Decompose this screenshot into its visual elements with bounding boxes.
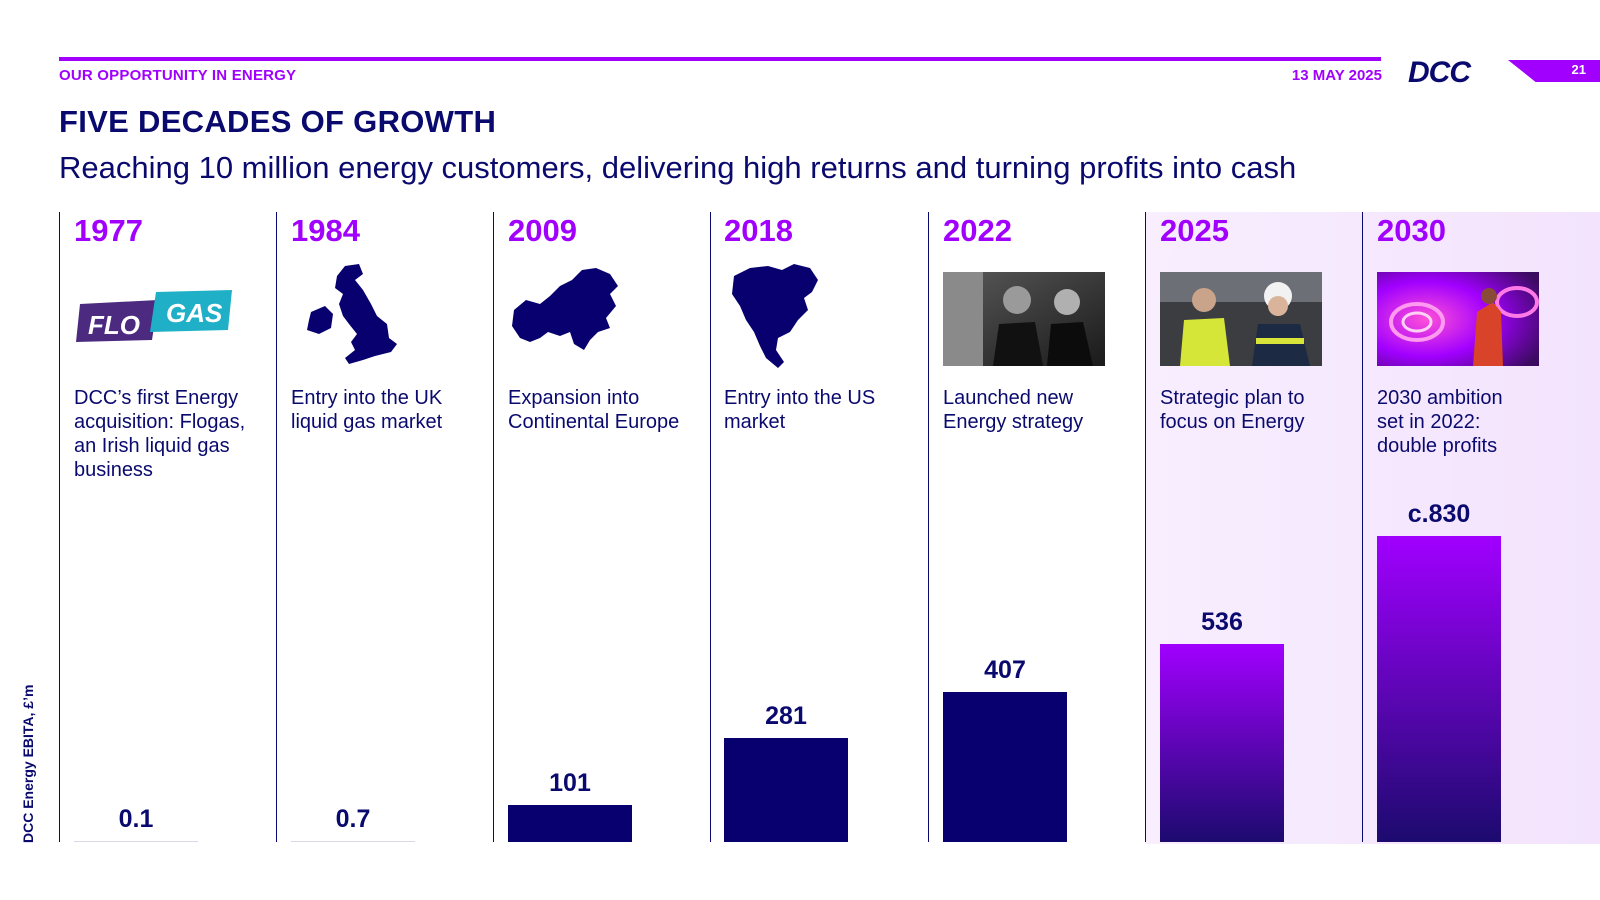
flogas-logo: FLO GAS bbox=[76, 290, 232, 342]
flogas-logo-flo: FLO bbox=[88, 310, 140, 340]
column-divider bbox=[59, 212, 60, 842]
description-2025: Strategic plan to focus on Energy bbox=[1160, 387, 1305, 433]
bar-1984 bbox=[291, 841, 415, 842]
bar-2025 bbox=[1160, 644, 1284, 842]
bar-value-label-2018: 281 bbox=[765, 702, 807, 731]
flogas-logo-gas: GAS bbox=[166, 298, 223, 328]
year-2030: 2030 bbox=[1377, 213, 1446, 248]
year-1984: 1984 bbox=[291, 213, 360, 248]
year-2025: 2025 bbox=[1160, 213, 1229, 248]
y-axis-label: DCC Energy EBITA, £’m bbox=[20, 684, 36, 843]
description-1977: DCC’s first Energy acquisition: Flogas, … bbox=[74, 387, 246, 481]
uk-map-icon bbox=[307, 264, 397, 364]
page-number-tab: 21 bbox=[1508, 60, 1600, 82]
dcc-logo: DCC bbox=[1408, 56, 1471, 89]
description-2018: Entry into the US market bbox=[724, 387, 876, 433]
year-2022: 2022 bbox=[943, 213, 1012, 248]
bar-value-label-2022: 407 bbox=[984, 655, 1026, 684]
north-america-map-icon bbox=[732, 264, 818, 368]
abstract-photo bbox=[1377, 272, 1539, 366]
description-2030: 2030 ambition set in 2022: double profit… bbox=[1377, 387, 1503, 457]
column-divider bbox=[928, 212, 929, 842]
page-subtitle: Reaching 10 million energy customers, de… bbox=[59, 150, 1297, 185]
year-2009: 2009 bbox=[508, 213, 577, 248]
bar-value-label-2025: 536 bbox=[1201, 608, 1243, 637]
year-1977: 1977 bbox=[74, 213, 143, 248]
bar-2009 bbox=[508, 804, 632, 842]
bar-1977 bbox=[74, 841, 198, 842]
bar-2018 bbox=[724, 738, 848, 842]
page-number: 21 bbox=[1571, 62, 1586, 77]
engineers-photo bbox=[1160, 272, 1322, 366]
europe-map-icon bbox=[512, 268, 618, 350]
column-divider bbox=[1145, 212, 1146, 842]
page-title: FIVE DECADES OF GROWTH bbox=[59, 104, 497, 139]
bar-value-label-2009: 101 bbox=[549, 768, 591, 797]
bar-value-label-1977: 0.1 bbox=[118, 805, 154, 833]
bar-2030 bbox=[1377, 536, 1501, 842]
column-divider bbox=[1362, 212, 1363, 842]
year-2018: 2018 bbox=[724, 213, 793, 248]
column-divider bbox=[710, 212, 711, 842]
column-divider bbox=[276, 212, 277, 842]
description-2022: Launched new Energy strategy bbox=[943, 387, 1084, 433]
section-label: OUR OPPORTUNITY IN ENERGY bbox=[59, 67, 297, 84]
people-photo bbox=[943, 272, 1105, 366]
bar-value-label-2030: c.830 bbox=[1407, 500, 1471, 528]
description-2009: Expansion into Continental Europe bbox=[508, 387, 680, 433]
description-1984: Entry into the UK liquid gas market bbox=[291, 387, 443, 433]
date-label: 13 MAY 2025 bbox=[1291, 67, 1382, 84]
bar-value-label-1984: 0.7 bbox=[335, 805, 371, 833]
header-rule bbox=[59, 57, 1381, 61]
column-divider bbox=[493, 212, 494, 842]
bar-2022 bbox=[943, 691, 1067, 842]
